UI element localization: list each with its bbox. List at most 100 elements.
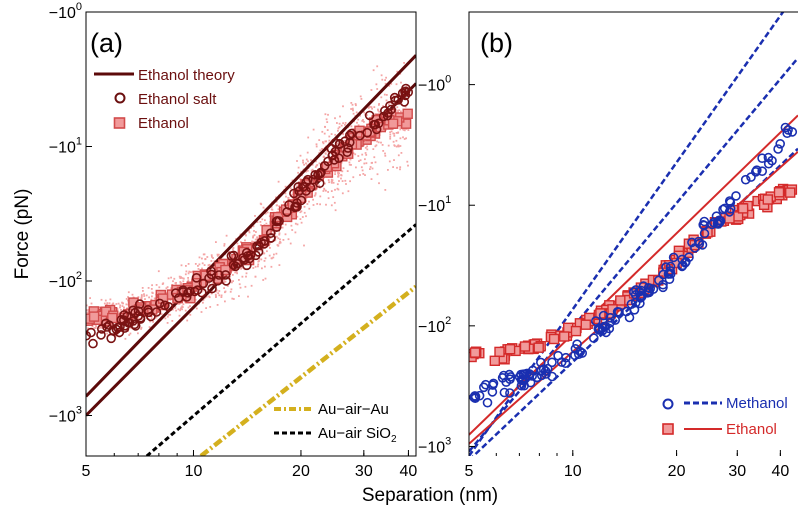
- ethanol-salt-marker: [245, 250, 256, 260]
- raw-data-point: [342, 133, 344, 135]
- raw-data-point: [252, 236, 254, 239]
- raw-data-point: [181, 305, 184, 308]
- raw-data-point: [165, 287, 168, 290]
- raw-data-point: [140, 295, 143, 297]
- raw-data-point: [231, 274, 234, 276]
- methanol-marker: [516, 374, 527, 385]
- ethanol-salt-marker: [135, 299, 145, 309]
- raw-data-point: [238, 283, 241, 286]
- raw-data-point: [140, 326, 143, 329]
- raw-data-point: [220, 294, 223, 297]
- panel-b: 5 10 20 30 40 −100 −101 −102 −103 (b) Methanol E…: [418, 11, 798, 480]
- raw-data-point: [252, 235, 255, 237]
- raw-data-point: [130, 327, 133, 330]
- raw-data-point: [123, 306, 125, 309]
- raw-data-point: [378, 110, 381, 113]
- raw-data-point: [205, 295, 208, 298]
- raw-data-point: [305, 200, 307, 202]
- raw-data-point: [384, 152, 386, 155]
- y-tick-label: −102: [49, 270, 82, 291]
- raw-data-point: [366, 114, 368, 116]
- raw-data-point: [240, 267, 242, 270]
- raw-data-point: [361, 169, 364, 172]
- raw-data-point: [182, 277, 185, 280]
- raw-data-point: [160, 313, 163, 315]
- raw-data-point: [325, 203, 327, 206]
- ethanol-salt-marker: [233, 258, 244, 269]
- ethanol-salt-marker: [296, 195, 307, 206]
- raw-data-point: [200, 311, 203, 313]
- raw-data-point: [138, 317, 140, 320]
- ethanol-marker: [220, 264, 231, 276]
- raw-data-point: [167, 313, 170, 316]
- raw-data-point: [370, 89, 373, 91]
- methanol-marker: [780, 122, 791, 133]
- raw-data-point: [174, 305, 177, 308]
- raw-data-point: [179, 307, 182, 310]
- raw-data-point: [336, 142, 339, 145]
- raw-data-point: [143, 293, 145, 296]
- raw-data-point: [151, 284, 153, 287]
- raw-data-point: [232, 298, 235, 300]
- raw-data-point: [302, 159, 304, 162]
- raw-data-point: [208, 296, 211, 299]
- raw-data-point: [285, 195, 287, 198]
- raw-data-point: [256, 236, 258, 239]
- raw-data-point: [239, 286, 242, 289]
- ethanol-salt-marker: [259, 239, 270, 249]
- raw-data-point: [119, 306, 121, 309]
- raw-data-point: [189, 271, 192, 273]
- raw-data-point: [355, 111, 358, 114]
- raw-data-point: [387, 169, 389, 171]
- raw-data-point: [399, 166, 402, 169]
- raw-data-point: [376, 173, 379, 176]
- ethanol-salt-marker: [119, 310, 129, 320]
- panel-a-legend-lower: Au−air−Au Au−air SiO2: [274, 401, 397, 445]
- raw-data-point: [400, 81, 402, 84]
- raw-data-point: [356, 121, 358, 124]
- methanol-marker: [654, 275, 664, 286]
- raw-data-point: [170, 276, 172, 279]
- raw-data-point: [381, 78, 384, 81]
- methanol-marker: [547, 371, 557, 382]
- raw-data-point: [306, 169, 309, 172]
- raw-data-point: [377, 141, 380, 144]
- methanol-theory-line: [471, 147, 798, 456]
- raw-data-point: [337, 127, 340, 130]
- ethanol-salt-marker: [130, 307, 140, 318]
- raw-data-point: [405, 85, 408, 87]
- raw-data-point: [171, 320, 174, 322]
- raw-data-point: [262, 206, 265, 209]
- raw-data-point: [347, 190, 350, 193]
- y-tick-label: −100: [49, 1, 82, 22]
- raw-data-point: [266, 211, 269, 214]
- raw-data-point: [345, 183, 347, 185]
- methanol-marker: [556, 357, 567, 367]
- raw-data-point: [153, 297, 156, 300]
- raw-data-point: [99, 326, 102, 328]
- methanol-marker: [757, 153, 767, 163]
- ethanol-salt-marker: [329, 155, 340, 165]
- raw-data-point: [314, 193, 317, 196]
- raw-data-point: [303, 205, 306, 208]
- raw-data-point: [310, 159, 312, 162]
- raw-data-point: [189, 313, 192, 316]
- raw-data-point: [403, 62, 405, 64]
- x-tick-label: 30: [355, 463, 373, 480]
- raw-data-point: [117, 302, 120, 305]
- methanol-marker: [763, 158, 774, 169]
- raw-data-point: [264, 257, 267, 260]
- raw-data-point: [396, 166, 398, 169]
- raw-data-point: [384, 189, 387, 191]
- methanol-marker: [693, 236, 704, 247]
- methanol-marker: [532, 372, 542, 383]
- raw-data-point: [131, 293, 134, 296]
- raw-data-point: [252, 267, 255, 269]
- methanol-marker: [519, 380, 529, 391]
- raw-data-point: [402, 128, 404, 131]
- raw-data-point: [315, 145, 318, 148]
- methanol-marker: [480, 379, 491, 390]
- raw-data-point: [268, 243, 271, 245]
- raw-data-point: [100, 298, 103, 301]
- panel-a-series: [86, 54, 416, 456]
